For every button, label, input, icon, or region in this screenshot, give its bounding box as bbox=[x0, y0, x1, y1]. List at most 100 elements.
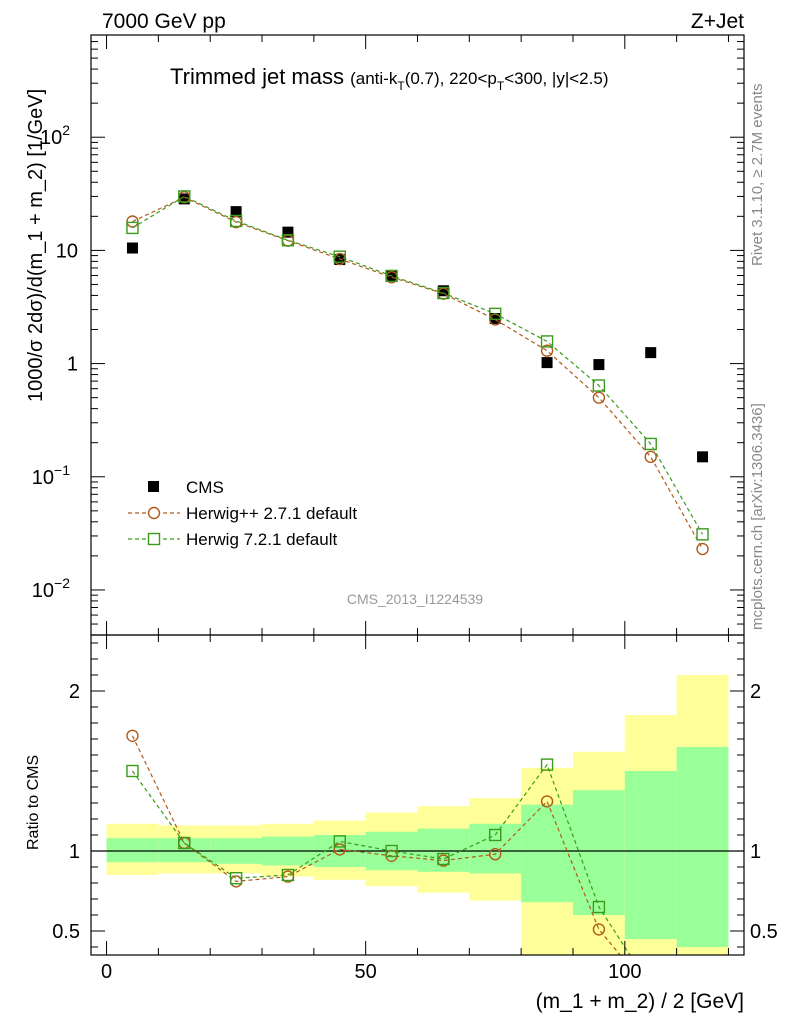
main-y-axis-label: 1000/σ 2dσ)/d(m_1 + m_2) [1/GeV] bbox=[25, 89, 47, 402]
green-band-bin bbox=[624, 771, 677, 939]
ratio-y-axis-label: Ratio to CMS bbox=[25, 755, 42, 850]
ratio-point-herwig7 bbox=[385, 844, 398, 858]
legend-marker-herwig7 bbox=[147, 532, 161, 546]
ratio-point-herwigpp bbox=[540, 795, 554, 808]
ratio-y-tick-label-right: 2 bbox=[750, 681, 761, 703]
point-herwig7 bbox=[281, 234, 295, 247]
ratio-y-tick-label-right: 0.5 bbox=[750, 921, 778, 943]
point-herwig7 bbox=[644, 437, 657, 451]
green-band-bin bbox=[417, 828, 470, 872]
x-tick-label: 50 bbox=[355, 961, 377, 983]
ratio-line-herwig7 bbox=[131, 763, 631, 955]
point-cms bbox=[697, 451, 709, 463]
ratio-series bbox=[126, 729, 631, 955]
green-band-bin bbox=[676, 747, 729, 947]
header-right: Z+Jet bbox=[691, 10, 744, 33]
legend-entry-herwig7: Herwig 7.2.1 default bbox=[128, 530, 337, 549]
ratio-point-herwigpp bbox=[489, 848, 502, 861]
green-band-bin bbox=[158, 838, 211, 863]
main-panel: 102 10 1 10−1 10−2 Trimmed jet mass (anti-kT… bbox=[25, 34, 745, 636]
series-line-herwigpp bbox=[132, 196, 704, 550]
legend-label-herwig7: Herwig 7.2.1 default bbox=[186, 530, 337, 549]
point-cms bbox=[178, 193, 190, 205]
main-y-tick-label: 102 bbox=[40, 122, 70, 149]
ratio-y-ticks: 0.5 0.5 1 1 2 2 bbox=[52, 642, 778, 948]
ratio-line-herwigpp bbox=[131, 735, 621, 955]
point-cms bbox=[230, 206, 242, 218]
ratio-point-herwigpp bbox=[333, 843, 346, 856]
point-herwig7 bbox=[229, 214, 243, 228]
ratio-point-herwig7 bbox=[540, 758, 554, 771]
main-y-ticks: 102 10 1 10−1 10−2 bbox=[32, 34, 744, 636]
point-cms bbox=[645, 347, 657, 359]
ratio-point-herwig7 bbox=[281, 868, 295, 882]
point-herwigpp bbox=[281, 234, 295, 247]
green-band-bin bbox=[521, 804, 573, 903]
point-herwigpp bbox=[540, 344, 554, 357]
ratio-y-tick-label: 1 bbox=[69, 841, 80, 863]
legend-label-cms: CMS bbox=[186, 478, 224, 497]
ratio-point-herwig7 bbox=[333, 835, 346, 848]
legend-marker-cms bbox=[148, 481, 159, 492]
point-herwig7 bbox=[126, 221, 139, 235]
legend-entry-herwigpp: Herwig++ 2.7.1 default bbox=[128, 504, 357, 523]
point-herwig7 bbox=[592, 379, 606, 392]
ratio-point-herwig7 bbox=[178, 836, 191, 850]
ratio-point-herwig7 bbox=[592, 900, 606, 914]
analysis-id: CMS_2013_I1224539 bbox=[347, 591, 483, 607]
ratio-point-herwig7 bbox=[229, 872, 243, 885]
chart-title: Trimmed jet mass (anti-kT(0.7), 220<pT<3… bbox=[170, 64, 608, 93]
point-herwig7 bbox=[178, 190, 191, 203]
ratio-point-herwigpp bbox=[126, 729, 139, 742]
point-cms bbox=[126, 242, 138, 254]
point-herwig7 bbox=[540, 335, 554, 348]
ratio-series-herwig7 bbox=[126, 758, 631, 955]
legend: CMS Herwig++ 2.7.1 default Herwig 7.2.1 … bbox=[128, 478, 357, 549]
point-herwigpp bbox=[644, 450, 657, 464]
point-cms bbox=[593, 359, 605, 371]
point-herwig7 bbox=[437, 286, 450, 300]
chart-title-main: Trimmed jet mass bbox=[170, 64, 344, 89]
ratio-point-herwig7 bbox=[437, 852, 450, 866]
point-herwig7 bbox=[489, 307, 502, 321]
ratio-panel: 0.5 0.5 1 1 2 2 0 50 100 Ratio to CMS (m_1 + m_… bbox=[25, 634, 778, 1013]
main-series bbox=[126, 190, 709, 556]
point-herwig7 bbox=[333, 250, 346, 263]
chart-title-detail: (anti-kT(0.7), 220<pT<300, |y|<2.5) bbox=[350, 69, 608, 93]
ratio-y-tick-label: 2 bbox=[69, 681, 80, 703]
point-herwig7 bbox=[696, 528, 709, 541]
point-herwig7 bbox=[385, 269, 398, 283]
point-herwigpp bbox=[592, 391, 606, 404]
legend-entry-cms: CMS bbox=[148, 478, 224, 497]
header-left: 7000 GeV pp bbox=[102, 10, 226, 33]
green-band-bin bbox=[572, 790, 625, 915]
series-line-herwig7 bbox=[132, 195, 704, 535]
point-cms bbox=[541, 357, 553, 369]
point-cms bbox=[489, 313, 501, 325]
ratio-y-tick-label: 0.5 bbox=[52, 921, 80, 943]
ratio-uncertainty-bands bbox=[106, 675, 729, 955]
point-herwigpp bbox=[126, 215, 139, 228]
main-y-tick-label: 10−1 bbox=[32, 462, 70, 489]
point-cms bbox=[282, 226, 294, 238]
main-y-tick-label: 10−2 bbox=[32, 575, 70, 602]
ratio-point-herwig7 bbox=[489, 828, 502, 842]
main-y-tick-label: 1 bbox=[67, 354, 78, 376]
x-tick-label: 100 bbox=[608, 961, 641, 983]
ratio-y-tick-label-right: 1 bbox=[750, 841, 761, 863]
legend-label-herwigpp: Herwig++ 2.7.1 default bbox=[186, 504, 357, 523]
side-label-top: Rivet 3.1.10, ≥ 2.7M events bbox=[749, 84, 766, 267]
side-label-bottom: mcplots.cern.ch [arXiv:1306.3436] bbox=[749, 403, 766, 630]
point-herwigpp bbox=[696, 542, 709, 556]
point-herwigpp bbox=[178, 191, 191, 204]
green-band-bin bbox=[106, 838, 159, 863]
main-y-tick-label: 10 bbox=[56, 240, 78, 262]
x-tick-label: 0 bbox=[101, 961, 112, 983]
legend-marker-herwigpp bbox=[147, 506, 161, 520]
ratio-point-herwig7 bbox=[126, 764, 139, 778]
point-cms bbox=[437, 285, 449, 297]
ratio-point-herwigpp bbox=[592, 923, 606, 936]
ratio-x-ticks: 0 50 100 bbox=[101, 635, 729, 983]
x-axis-label: (m_1 + m_2) / 2 [GeV] bbox=[536, 990, 744, 1013]
